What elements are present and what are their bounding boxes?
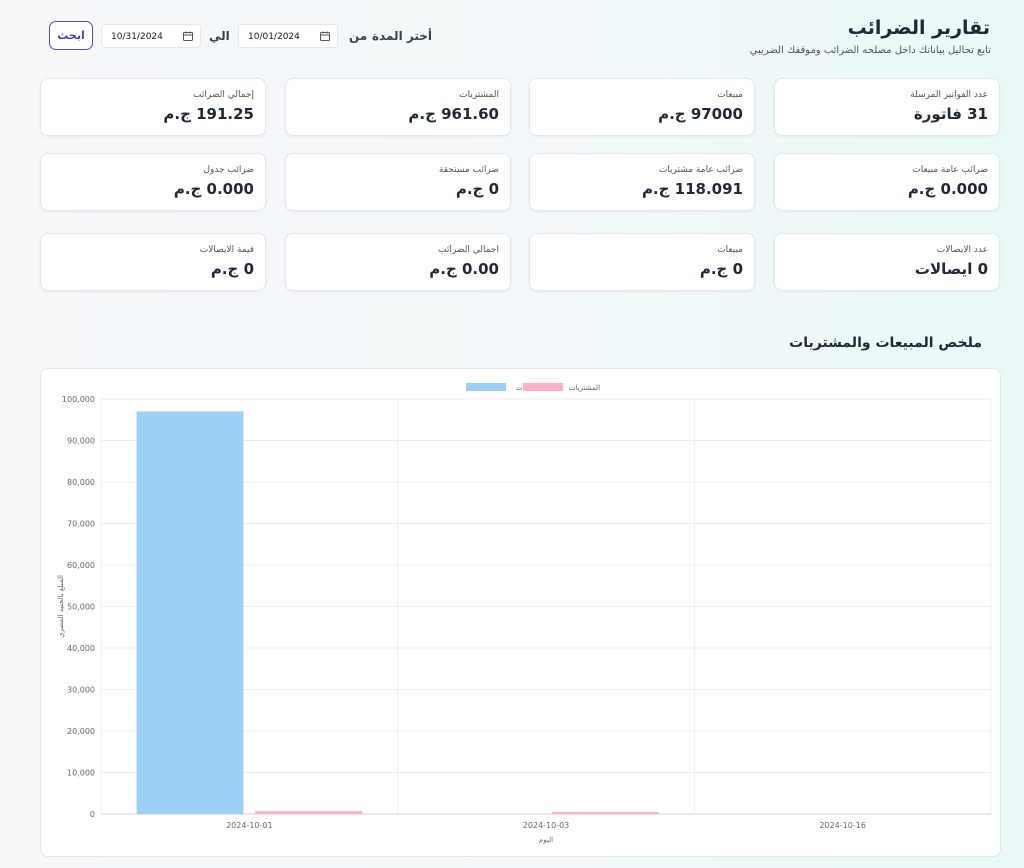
stat-label: ضرائب عامة مشتريات: [658, 165, 743, 175]
stat-label: مبيعات: [717, 90, 743, 100]
stat-card-invoices-sent: عدد الفواتير المرسلة 31 فاتورة: [774, 78, 1000, 136]
stat-value: 118.091 ج.م: [641, 180, 743, 198]
to-date-value: 10/31/2024: [111, 32, 163, 42]
y-tick-label: 0: [90, 810, 95, 819]
y-tick-label: 30,000: [67, 686, 95, 695]
stat-card-receipts-value: قيمة الايصالات 0 ج.م: [40, 233, 266, 291]
stat-label: ضرائب مستحقة: [438, 165, 499, 175]
page-title: تقارير الضرائب: [847, 17, 990, 39]
to-date-input[interactable]: 10/31/2024: [101, 24, 201, 48]
x-axis-label: اليوم: [539, 836, 553, 844]
y-tick-label: 40,000: [67, 644, 95, 653]
stat-card-general-sales-tax: ضرائب عامة مبيعات 0.000 ج.م: [774, 153, 1000, 211]
stat-card-receipt-sales: مبيعات 0 ج.م: [529, 233, 755, 291]
stat-label: قيمة الايصالات: [199, 245, 254, 255]
to-label: الي: [209, 29, 230, 43]
stat-card-sales: مبيعات 97000 ج.م: [529, 78, 755, 136]
stat-value: 0.000 ج.م: [173, 180, 254, 198]
stat-label: عدد الايصالات: [936, 245, 988, 255]
y-tick-label: 50,000: [67, 603, 95, 612]
stat-value: 0.00 ج.م: [429, 260, 499, 278]
stat-card-receipts-count: عدد الايصالات 0 ايصالات: [774, 233, 1000, 291]
from-date-value: 10/01/2024: [248, 32, 300, 42]
stat-value: 0 ج.م: [699, 260, 743, 278]
from-date-input[interactable]: 10/01/2024: [238, 24, 338, 48]
stat-card-due-taxes: ضرائب مستحقة 0 ج.م: [285, 153, 511, 211]
stat-card-purchases: المشتريات 961.60 ج.م: [285, 78, 511, 136]
stat-label: المشتريات: [459, 90, 499, 100]
x-tick-label: 2024-10-16: [819, 821, 866, 830]
stat-value: 0 ج.م: [455, 180, 499, 198]
calendar-icon[interactable]: [320, 31, 330, 41]
x-tick-label: 2024-10-03: [523, 821, 570, 830]
stat-value: 961.60 ج.م: [408, 105, 499, 123]
stat-label: إجمالي الضرائب: [193, 90, 254, 100]
legend-label-purchases: المشتريات: [569, 384, 600, 392]
y-tick-label: 60,000: [67, 561, 95, 570]
y-axis-label: المبلغ بالجنيه المصري: [57, 575, 65, 638]
from-label: من: [349, 29, 368, 43]
range-label: أختر المدة: [372, 29, 432, 43]
y-tick-label: 10,000: [67, 769, 95, 778]
legend-swatch-purchases: [523, 383, 563, 391]
y-tick-label: 80,000: [67, 478, 95, 487]
stat-value: 0 ج.م: [210, 260, 254, 278]
stat-card-receipt-total-taxes: اجمالي الضرائب 0.00 ج.م: [285, 233, 511, 291]
x-tick-label: 2024-10-01: [226, 821, 272, 830]
legend-swatch-sales: [466, 383, 506, 391]
y-tick-label: 20,000: [67, 727, 95, 736]
purchases-bar: [551, 811, 659, 814]
stat-card-total-taxes: إجمالي الضرائب 191.25 ج.م: [40, 78, 266, 136]
stat-label: اجمالي الضرائب: [438, 245, 499, 255]
stat-label: ضرائب عامة مبيعات: [912, 165, 988, 175]
stat-card-table-taxes: ضرائب جدول 0.000 ج.م: [40, 153, 266, 211]
stat-value: 97000 ج.م: [658, 105, 743, 123]
page-subtitle: تابع تحاليل بياناتك داخل مصلحه الضرائب و…: [749, 45, 991, 56]
sales-purchases-chart: 0 10,000 20,000 30,000 40,000 50,000 60,000 70,…: [57, 383, 992, 844]
sales-purchases-chart-card: 0 10,000 20,000 30,000 40,000 50,000 60,000 70,…: [40, 368, 1001, 857]
stat-value: 31 فاتورة: [913, 105, 988, 123]
search-button[interactable]: ابحث: [49, 21, 93, 50]
stat-label: ضرائب جدول: [203, 165, 254, 175]
purchases-bar: [255, 811, 363, 814]
stat-label: مبيعات: [717, 245, 743, 255]
y-tick-label: 90,000: [67, 437, 95, 446]
y-tick-label: 100,000: [62, 395, 95, 404]
y-tick-label: 70,000: [67, 520, 95, 529]
stat-value: 191.25 ج.م: [163, 105, 254, 123]
stat-card-general-purchases-tax: ضرائب عامة مشتريات 118.091 ج.م: [529, 153, 755, 211]
sales-bar: [136, 411, 244, 814]
stat-value: 0.000 ج.م: [907, 180, 988, 198]
stat-value: 0 ايصالات: [914, 260, 988, 278]
stat-label: عدد الفواتير المرسلة: [910, 90, 988, 100]
section-title: ملخص المبيعات والمشتريات: [789, 335, 982, 351]
calendar-icon[interactable]: [183, 31, 193, 41]
